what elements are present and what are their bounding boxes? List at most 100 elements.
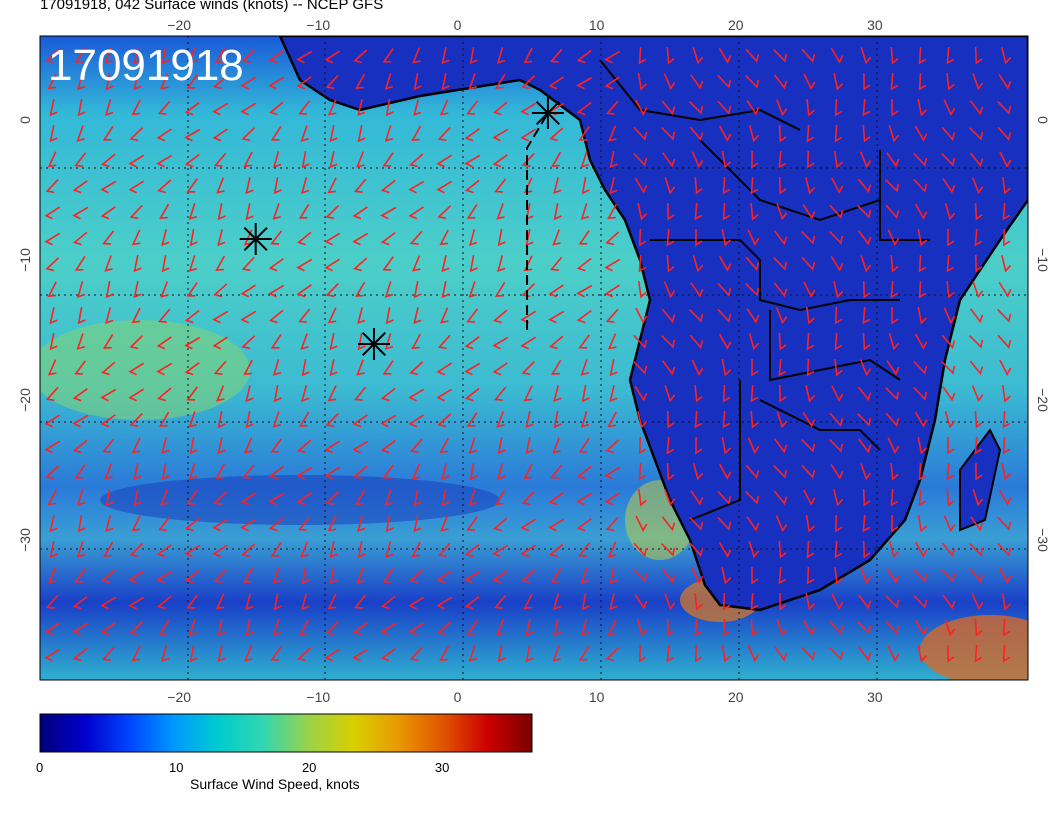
wind-barb: [721, 359, 732, 377]
wind-barb: [633, 126, 648, 141]
wind-barb: [301, 359, 310, 377]
wind-barb: [244, 645, 253, 662]
lon-tick-label-bottom: 0: [454, 689, 462, 705]
wind-barb: [77, 514, 86, 533]
wind-barb: [750, 618, 759, 637]
wind-barb: [917, 514, 927, 533]
wind-barb: [104, 99, 114, 116]
wind-barb: [860, 255, 872, 273]
wind-barb: [773, 282, 788, 298]
wind-barb: [240, 76, 257, 90]
wind-barb: [437, 126, 451, 142]
wind-barb: [493, 517, 508, 532]
asterisk-marker: [239, 223, 272, 255]
wind-barb: [384, 125, 394, 142]
wind-barb: [802, 619, 816, 636]
lon-tick-label-top: 0: [454, 17, 462, 33]
wind-barb: [862, 332, 871, 351]
wind-barb: [689, 309, 704, 323]
wind-barb: [778, 332, 787, 351]
wind-barb: [774, 646, 788, 662]
wind-barb: [44, 206, 61, 220]
wind-barb: [637, 280, 647, 299]
wind-barb: [296, 50, 313, 64]
wind-barb: [860, 463, 872, 481]
wind-barb: [860, 359, 872, 377]
wind-barb: [1001, 592, 1011, 611]
wind-barb: [325, 491, 339, 506]
wind-barb: [357, 333, 366, 351]
wind-barb: [969, 335, 984, 349]
wind-barb: [833, 281, 844, 299]
wind-barb: [691, 151, 704, 169]
wind-barb: [409, 153, 424, 168]
wind-barb: [888, 541, 900, 559]
wind-barb: [437, 205, 452, 220]
wind-barb: [268, 76, 285, 90]
wind-barb: [272, 619, 282, 636]
wind-barb: [160, 645, 170, 662]
wind-barb: [212, 128, 228, 142]
wind-barb: [352, 414, 368, 428]
wind-barb: [240, 310, 257, 324]
wind-barb: [272, 567, 282, 584]
wind-barb: [157, 179, 172, 194]
wind-barb: [941, 153, 956, 167]
wind-barb: [578, 542, 591, 557]
wind-barb: [775, 515, 788, 533]
wind-barb: [492, 154, 508, 168]
wind-barb: [133, 255, 142, 273]
wind-barb: [998, 281, 1012, 298]
wind-barb: [1002, 644, 1011, 663]
wind-barb: [436, 154, 453, 168]
wind-barb: [946, 46, 955, 65]
wind-barb: [914, 411, 928, 428]
wind-barb: [245, 203, 254, 221]
wind-barb: [718, 333, 732, 350]
wind-barb: [440, 515, 449, 532]
wind-barb: [971, 385, 984, 403]
wind-barb: [241, 127, 256, 142]
wind-barb: [638, 462, 647, 481]
wind-barb: [45, 49, 59, 64]
wind-barb: [409, 230, 423, 245]
wind-barb: [664, 489, 676, 507]
wind-barb: [525, 411, 534, 429]
lat-tick-label-right: −30: [1035, 528, 1051, 552]
wind-barb: [523, 177, 533, 194]
wind-barb: [327, 177, 337, 194]
wind-barb: [914, 333, 928, 350]
lon-tick-label-bottom: 20: [728, 689, 744, 705]
wind-barb: [548, 284, 564, 298]
wind-barb: [325, 620, 339, 636]
wind-barb: [890, 46, 899, 65]
wind-barb: [999, 151, 1012, 168]
wind-barb: [857, 594, 872, 610]
wind-barb: [327, 515, 337, 532]
wind-barb: [888, 125, 900, 143]
wind-barb: [975, 462, 983, 481]
wind-barb: [241, 48, 255, 64]
wind-barb: [829, 620, 844, 635]
wind-barb: [215, 255, 226, 272]
wind-barb: [357, 99, 366, 117]
wind-barb: [45, 257, 60, 272]
wind-barb: [634, 594, 648, 610]
wind-barb: [969, 308, 984, 324]
wind-barb: [637, 203, 648, 221]
wind-barb: [1001, 255, 1012, 273]
wind-barb: [576, 309, 592, 324]
wind-barb: [721, 436, 731, 455]
wind-barb: [45, 178, 59, 194]
wind-barb: [520, 102, 537, 116]
wind-barb: [436, 570, 452, 584]
wind-barb: [272, 359, 282, 376]
wind-barb: [72, 180, 88, 194]
wind-barb: [969, 100, 984, 116]
wind-barb: [72, 439, 88, 454]
wind-barb: [240, 492, 256, 506]
wind-barb: [353, 257, 368, 272]
wind-barb: [718, 47, 732, 64]
wind-barb: [213, 283, 228, 298]
